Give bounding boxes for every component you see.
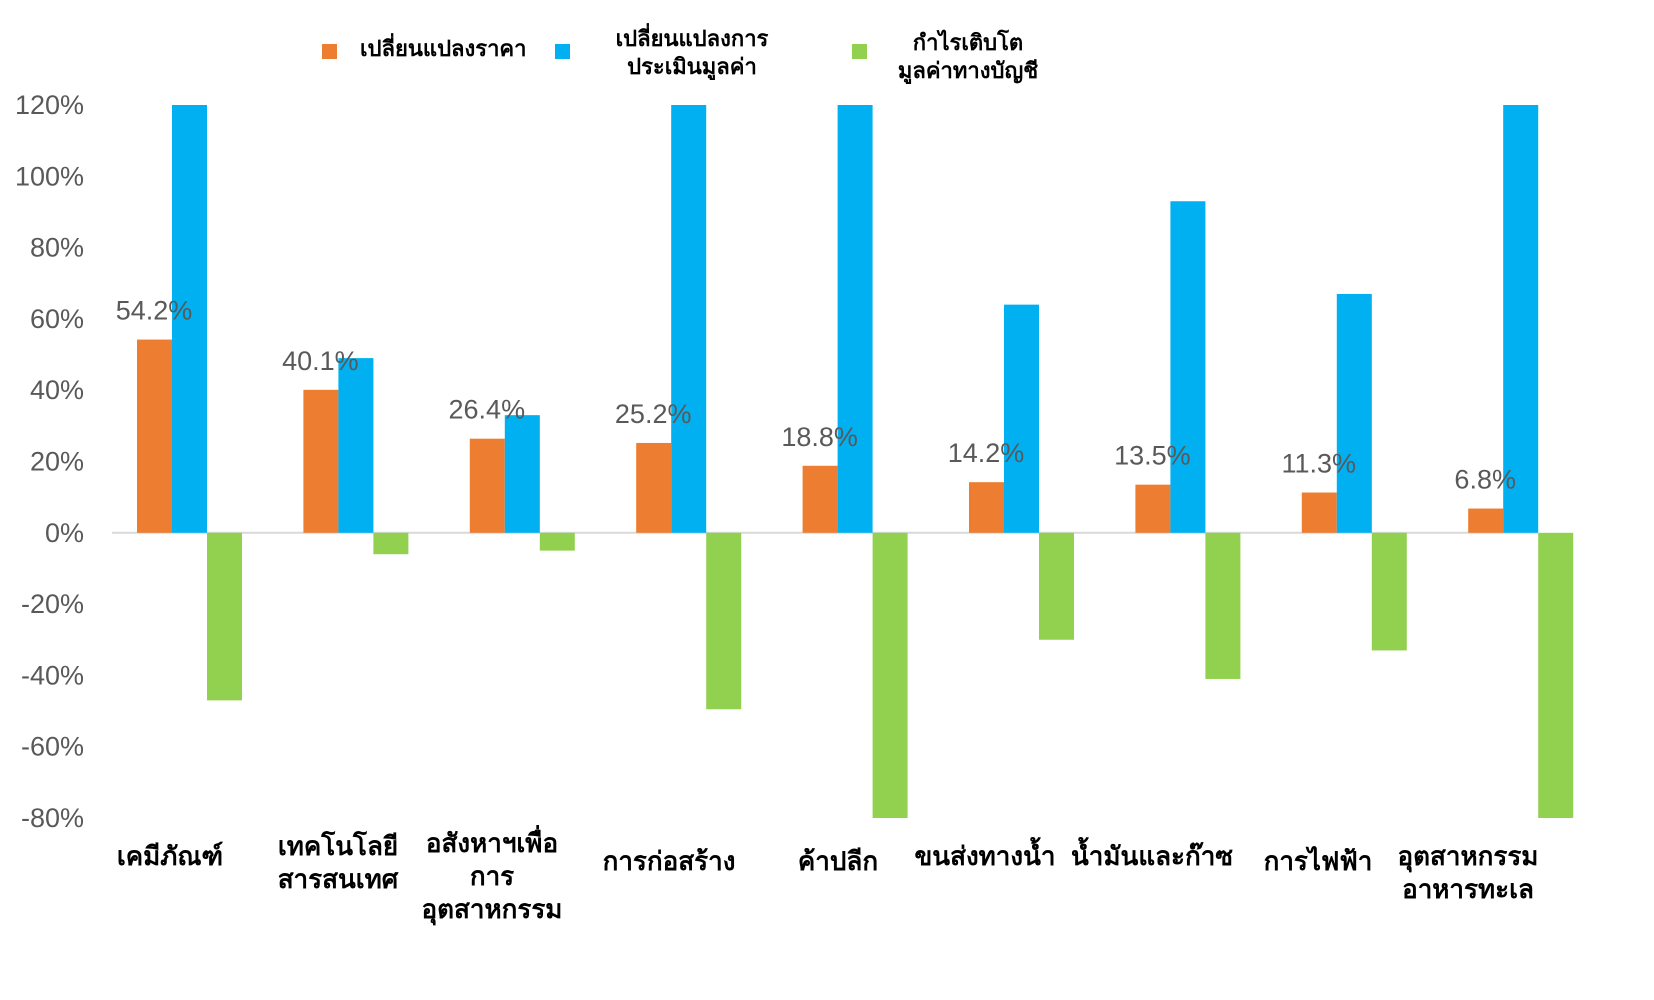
legend-swatch-1	[322, 44, 337, 59]
y-tick-label: 20%	[30, 447, 84, 477]
y-tick-label: -20%	[21, 589, 84, 619]
x-axis: เคมีภัณฑ์ เทคโนโลยีสารสนเทศอสังหาฯเพื่อกา…	[117, 824, 1539, 926]
data-label: 13.5%	[1114, 441, 1191, 471]
bar-series-3	[1538, 532, 1574, 818]
legend-label: ประเมินมูลค่า	[627, 55, 757, 81]
y-tick-label: -80%	[21, 803, 84, 833]
y-tick-label: 80%	[30, 233, 84, 263]
bar-series-3	[1039, 532, 1074, 640]
y-tick-label: -40%	[21, 660, 84, 690]
bar-series-2	[172, 105, 207, 533]
bar-series-3	[539, 532, 575, 551]
bar-series-1	[1301, 492, 1337, 533]
bar-series-1	[636, 442, 672, 533]
data-label: 26.4%	[449, 395, 526, 425]
category-label: อสังหาฯเพื่อ	[426, 824, 558, 859]
category-label: เทคโนโลยี	[278, 830, 398, 862]
category-label: ขนส่งทางน้ำ	[915, 836, 1056, 872]
category-label: น้ำมันและก๊าซ	[1071, 836, 1233, 872]
data-label: 54.2%	[116, 296, 193, 326]
bars	[137, 105, 1574, 818]
legend-label: มูลค่าทางบัญชี	[898, 59, 1038, 85]
bar-series-3	[1371, 532, 1407, 651]
bar-series-3	[1205, 532, 1241, 679]
bar-series-2	[504, 415, 540, 533]
bar-series-2	[1503, 105, 1539, 533]
legend-swatch-2	[555, 44, 570, 59]
legend: เปลี่ยนแปลงราคา เปลี่ยนแปลงการประเมินมูลค…	[322, 22, 1038, 85]
bar-series-1	[303, 389, 339, 533]
bar-series-2	[338, 358, 374, 533]
data-label: 11.3%	[1282, 449, 1357, 479]
bar-series-1	[469, 438, 505, 533]
legend-label: เปลี่ยนแปลงการ	[616, 22, 769, 52]
y-tick-label: -60%	[21, 732, 84, 762]
category-label: อุตสาหกรรม	[422, 895, 563, 926]
category-label: อาหารทะเล	[1402, 875, 1534, 905]
bar-series-3	[872, 532, 908, 818]
bar-series-3	[373, 532, 409, 555]
data-labels: 54.2% 40.1% 26.4% 25.2% 18.8% 14.2% 13.5% 11.3%…	[116, 296, 1516, 495]
y-tick-label: 40%	[30, 375, 84, 405]
category-label: เคมีภัณฑ์	[117, 841, 223, 872]
y-axis: 120% 100% 80% 60% 40% 20% 0% -20% -40% -60% -80%	[15, 90, 84, 833]
data-label: 40.1%	[282, 346, 359, 376]
category-label: การไฟฟ้า	[1264, 845, 1373, 877]
legend-swatch-3	[852, 44, 867, 59]
data-label: 25.2%	[615, 399, 692, 429]
data-label: 6.8%	[1454, 465, 1516, 495]
bar-series-1	[137, 339, 172, 533]
bar-series-1	[1468, 508, 1504, 533]
y-tick-label: 60%	[30, 304, 84, 334]
legend-label: เปลี่ยนแปลงราคา	[360, 32, 527, 62]
legend-label: กำไรเติบโต	[913, 29, 1023, 56]
data-label: 18.8%	[781, 422, 858, 452]
bar-series-3	[207, 532, 242, 701]
bar-series-2	[1004, 304, 1039, 533]
bar-series-1	[1135, 484, 1171, 533]
data-label: 14.2%	[948, 438, 1025, 468]
category-label: สารสนเทศ	[278, 865, 399, 895]
bar-series-2	[1170, 201, 1206, 533]
category-label: ค้าปลีก	[798, 847, 878, 877]
bar-series-3	[706, 532, 742, 710]
bar-series-1	[969, 482, 1004, 533]
y-tick-label: 120%	[15, 90, 84, 120]
y-tick-label: 100%	[15, 161, 84, 191]
bar-series-2	[671, 105, 707, 533]
y-tick-label: 0%	[45, 518, 84, 548]
category-label: การก่อสร้าง	[603, 847, 736, 877]
bar-series-2	[1336, 293, 1372, 533]
bar-series-2	[837, 105, 873, 533]
bar-series-1	[802, 465, 838, 533]
category-label: อุตสาหกรรม	[1398, 842, 1539, 873]
category-label: การ	[470, 862, 514, 892]
